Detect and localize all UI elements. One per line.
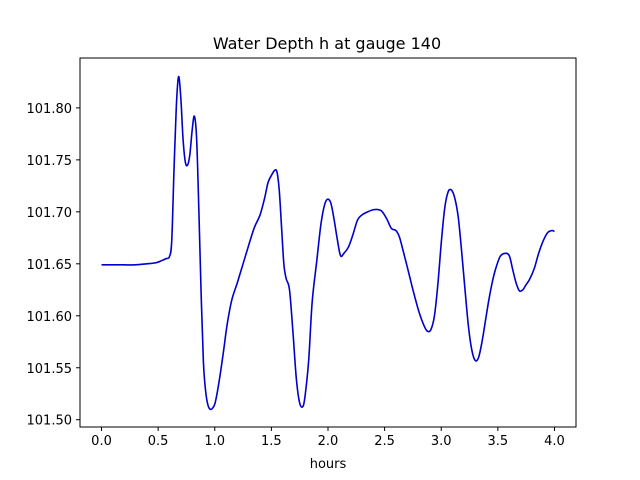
series-line-0: [101, 75, 555, 411]
y-tick-label: 101.60: [27, 310, 73, 325]
series-layer: [101, 75, 555, 411]
y-tick-label: 101.50: [27, 414, 73, 429]
y-tick-label: 101.55: [27, 362, 73, 377]
y-tick-label: 101.65: [27, 258, 73, 273]
x-tick-label: 2.5: [374, 434, 395, 449]
x-tick-label: 4.0: [544, 434, 565, 449]
y-tick-label: 101.80: [27, 102, 73, 117]
y-tick-label: 101.70: [27, 206, 73, 221]
x-tick-label: 1.5: [261, 434, 282, 449]
x-tick-label: 0.5: [148, 434, 169, 449]
plot-area: [79, 57, 577, 428]
y-axis: 101.50 101.55 101.60 101.65 101.70 101.75 101.…: [27, 102, 80, 429]
x-tick-label: 0.0: [91, 434, 112, 449]
x-axis: 0.0 0.5 1.0 1.5 2.0 2.5 3.0 3.5 4.0: [91, 427, 565, 449]
x-tick-label: 1.0: [204, 434, 225, 449]
x-tick-label: 3.5: [488, 434, 509, 449]
chart-title: Water Depth h at gauge 140: [213, 34, 441, 53]
x-tick-label: 3.0: [431, 434, 452, 449]
y-tick-label: 101.75: [27, 154, 73, 169]
x-axis-label: hours: [310, 457, 347, 472]
x-tick-label: 2.0: [318, 434, 339, 449]
